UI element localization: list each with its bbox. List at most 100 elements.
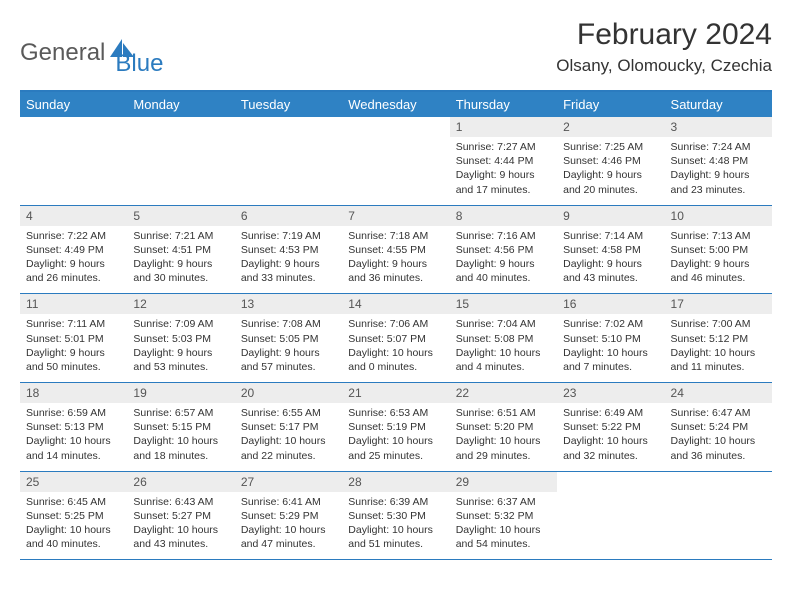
daylight-text-1: Daylight: 9 hours: [348, 257, 443, 271]
day-number: 8: [450, 206, 557, 226]
calendar-week-row: 18Sunrise: 6:59 AMSunset: 5:13 PMDayligh…: [20, 383, 772, 472]
daylight-text-1: Daylight: 10 hours: [456, 346, 551, 360]
daylight-text-2: and 25 minutes.: [348, 449, 443, 463]
calendar-day-cell: [20, 117, 127, 205]
daylight-text-2: and 51 minutes.: [348, 537, 443, 551]
sunset-text: Sunset: 4:55 PM: [348, 243, 443, 257]
daylight-text-1: Daylight: 10 hours: [348, 346, 443, 360]
day-data: Sunrise: 7:09 AMSunset: 5:03 PMDaylight:…: [127, 314, 234, 382]
weekday-header: Saturday: [665, 92, 772, 117]
calendar-day-cell: 5Sunrise: 7:21 AMSunset: 4:51 PMDaylight…: [127, 205, 234, 294]
calendar-day-cell: 24Sunrise: 6:47 AMSunset: 5:24 PMDayligh…: [665, 383, 772, 472]
sunrise-text: Sunrise: 7:19 AM: [241, 229, 336, 243]
daylight-text-2: and 47 minutes.: [241, 537, 336, 551]
day-number: 19: [127, 383, 234, 403]
sunrise-text: Sunrise: 6:53 AM: [348, 406, 443, 420]
calendar-day-cell: 23Sunrise: 6:49 AMSunset: 5:22 PMDayligh…: [557, 383, 664, 472]
day-data: Sunrise: 7:24 AMSunset: 4:48 PMDaylight:…: [665, 137, 772, 205]
calendar-day-cell: 9Sunrise: 7:14 AMSunset: 4:58 PMDaylight…: [557, 205, 664, 294]
day-number: 25: [20, 472, 127, 492]
daylight-text-2: and 50 minutes.: [26, 360, 121, 374]
sunrise-text: Sunrise: 6:47 AM: [671, 406, 766, 420]
sunrise-text: Sunrise: 6:39 AM: [348, 495, 443, 509]
calendar-day-cell: 7Sunrise: 7:18 AMSunset: 4:55 PMDaylight…: [342, 205, 449, 294]
calendar-day-cell: 18Sunrise: 6:59 AMSunset: 5:13 PMDayligh…: [20, 383, 127, 472]
day-data: Sunrise: 7:25 AMSunset: 4:46 PMDaylight:…: [557, 137, 664, 205]
sunrise-text: Sunrise: 7:24 AM: [671, 140, 766, 154]
sunrise-text: Sunrise: 7:21 AM: [133, 229, 228, 243]
calendar-day-cell: 13Sunrise: 7:08 AMSunset: 5:05 PMDayligh…: [235, 294, 342, 383]
day-number: 24: [665, 383, 772, 403]
daylight-text-1: Daylight: 9 hours: [671, 257, 766, 271]
calendar-day-cell: 27Sunrise: 6:41 AMSunset: 5:29 PMDayligh…: [235, 471, 342, 560]
daylight-text-1: Daylight: 9 hours: [241, 257, 336, 271]
sunset-text: Sunset: 4:44 PM: [456, 154, 551, 168]
day-number: 11: [20, 294, 127, 314]
daylight-text-2: and 43 minutes.: [133, 537, 228, 551]
weekday-header: Wednesday: [342, 92, 449, 117]
sunset-text: Sunset: 4:48 PM: [671, 154, 766, 168]
logo-text-blue: Blue: [115, 50, 163, 78]
sunrise-text: Sunrise: 7:27 AM: [456, 140, 551, 154]
daylight-text-1: Daylight: 9 hours: [133, 257, 228, 271]
sunrise-text: Sunrise: 6:51 AM: [456, 406, 551, 420]
sunset-text: Sunset: 5:25 PM: [26, 509, 121, 523]
daylight-text-1: Daylight: 9 hours: [563, 257, 658, 271]
sunset-text: Sunset: 5:15 PM: [133, 420, 228, 434]
sunset-text: Sunset: 5:03 PM: [133, 332, 228, 346]
calendar-day-cell: [665, 471, 772, 560]
calendar-day-cell: 22Sunrise: 6:51 AMSunset: 5:20 PMDayligh…: [450, 383, 557, 472]
calendar-week-row: 25Sunrise: 6:45 AMSunset: 5:25 PMDayligh…: [20, 471, 772, 560]
daylight-text-1: Daylight: 9 hours: [26, 346, 121, 360]
sunset-text: Sunset: 4:51 PM: [133, 243, 228, 257]
sunset-text: Sunset: 5:00 PM: [671, 243, 766, 257]
page-title: February 2024: [556, 18, 772, 52]
sunset-text: Sunset: 5:19 PM: [348, 420, 443, 434]
weekday-header-row: SundayMondayTuesdayWednesdayThursdayFrid…: [20, 92, 772, 117]
daylight-text-1: Daylight: 10 hours: [133, 523, 228, 537]
daylight-text-1: Daylight: 10 hours: [133, 434, 228, 448]
day-number: 9: [557, 206, 664, 226]
title-block: February 2024 Olsany, Olomoucky, Czechia: [556, 18, 772, 76]
calendar-day-cell: 28Sunrise: 6:39 AMSunset: 5:30 PMDayligh…: [342, 471, 449, 560]
day-number: 23: [557, 383, 664, 403]
daylight-text-1: Daylight: 10 hours: [26, 434, 121, 448]
daylight-text-2: and 57 minutes.: [241, 360, 336, 374]
day-data: Sunrise: 7:02 AMSunset: 5:10 PMDaylight:…: [557, 314, 664, 382]
day-data: Sunrise: 6:57 AMSunset: 5:15 PMDaylight:…: [127, 403, 234, 471]
daylight-text-1: Daylight: 9 hours: [563, 168, 658, 182]
daylight-text-1: Daylight: 10 hours: [26, 523, 121, 537]
calendar-day-cell: 15Sunrise: 7:04 AMSunset: 5:08 PMDayligh…: [450, 294, 557, 383]
sunset-text: Sunset: 5:22 PM: [563, 420, 658, 434]
weekday-header: Monday: [127, 92, 234, 117]
day-number: 2: [557, 117, 664, 137]
calendar-day-cell: 21Sunrise: 6:53 AMSunset: 5:19 PMDayligh…: [342, 383, 449, 472]
daylight-text-2: and 30 minutes.: [133, 271, 228, 285]
calendar-day-cell: 3Sunrise: 7:24 AMSunset: 4:48 PMDaylight…: [665, 117, 772, 205]
sunset-text: Sunset: 5:20 PM: [456, 420, 551, 434]
calendar-day-cell: 1Sunrise: 7:27 AMSunset: 4:44 PMDaylight…: [450, 117, 557, 205]
day-data: Sunrise: 6:39 AMSunset: 5:30 PMDaylight:…: [342, 492, 449, 560]
daylight-text-2: and 40 minutes.: [26, 537, 121, 551]
daylight-text-2: and 0 minutes.: [348, 360, 443, 374]
calendar-table: SundayMondayTuesdayWednesdayThursdayFrid…: [20, 92, 772, 560]
day-data: Sunrise: 7:18 AMSunset: 4:55 PMDaylight:…: [342, 226, 449, 294]
sunrise-text: Sunrise: 6:57 AM: [133, 406, 228, 420]
logo-text-general: General: [20, 39, 105, 67]
calendar-day-cell: 11Sunrise: 7:11 AMSunset: 5:01 PMDayligh…: [20, 294, 127, 383]
day-data: Sunrise: 7:13 AMSunset: 5:00 PMDaylight:…: [665, 226, 772, 294]
location-text: Olsany, Olomoucky, Czechia: [556, 56, 772, 76]
daylight-text-1: Daylight: 10 hours: [456, 523, 551, 537]
day-number: 29: [450, 472, 557, 492]
weekday-header: Sunday: [20, 92, 127, 117]
day-number: 22: [450, 383, 557, 403]
sunset-text: Sunset: 5:05 PM: [241, 332, 336, 346]
daylight-text-2: and 22 minutes.: [241, 449, 336, 463]
day-number: 1: [450, 117, 557, 137]
sunset-text: Sunset: 4:58 PM: [563, 243, 658, 257]
sunrise-text: Sunrise: 7:08 AM: [241, 317, 336, 331]
daylight-text-2: and 23 minutes.: [671, 183, 766, 197]
day-number: 17: [665, 294, 772, 314]
sunset-text: Sunset: 4:56 PM: [456, 243, 551, 257]
sunrise-text: Sunrise: 7:09 AM: [133, 317, 228, 331]
